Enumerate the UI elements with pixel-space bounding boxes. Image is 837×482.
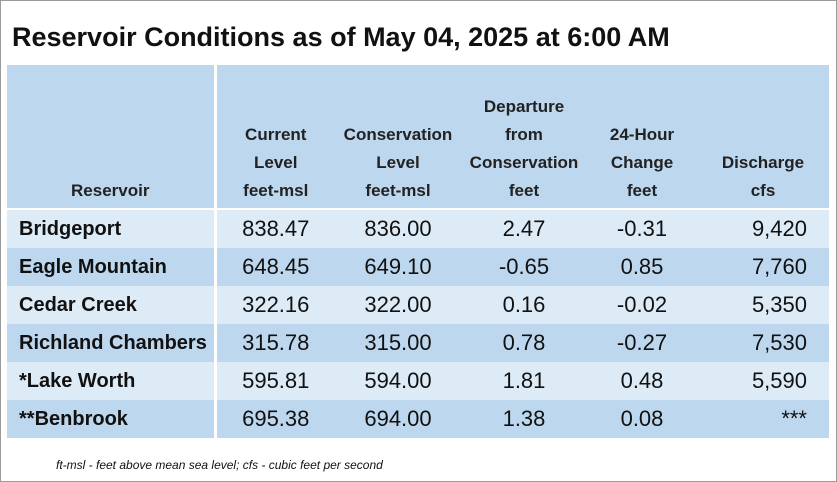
- header-reservoir: Reservoir: [7, 65, 217, 210]
- current-level: 838.47: [215, 209, 335, 248]
- table-row: Richland Chambers 315.78 315.00 0.78 -0.…: [7, 324, 829, 362]
- header-departure: Departure from Conservation feet: [461, 65, 587, 210]
- reservoir-name: Bridgeport: [7, 209, 217, 248]
- discharge: 5,350: [697, 286, 829, 324]
- reservoir-name: Cedar Creek: [7, 286, 217, 324]
- 24-hour-change: 0.85: [587, 248, 697, 286]
- 24-hour-change: 0.48: [587, 362, 697, 400]
- current-level: 595.81: [215, 362, 335, 400]
- discharge: 7,530: [697, 324, 829, 362]
- table-row: Eagle Mountain 648.45 649.10 -0.65 0.85 …: [7, 248, 829, 286]
- departure: 0.78: [461, 324, 587, 362]
- table-row: Cedar Creek 322.16 322.00 0.16 -0.02 5,3…: [7, 286, 829, 324]
- departure: 0.16: [461, 286, 587, 324]
- 24-hour-change: -0.31: [587, 209, 697, 248]
- reservoir-name: Eagle Mountain: [7, 248, 217, 286]
- table-row: **Benbrook 695.38 694.00 1.38 0.08 ***: [7, 400, 829, 438]
- conservation-level: 836.00: [335, 209, 461, 248]
- conservation-level: 594.00: [335, 362, 461, 400]
- discharge: 9,420: [697, 209, 829, 248]
- 24-hour-change: 0.08: [587, 400, 697, 438]
- discharge: 7,760: [697, 248, 829, 286]
- footnote: ft-msl - feet above mean sea level; cfs …: [56, 458, 383, 472]
- conservation-level: 694.00: [335, 400, 461, 438]
- header-conservation-level: Conservation Level feet-msl: [335, 65, 461, 210]
- header-24-hour-change: 24-Hour Change feet: [587, 65, 697, 210]
- header-current-level: Current Level feet-msl: [215, 65, 335, 210]
- header-discharge: Discharge cfs: [697, 65, 829, 210]
- current-level: 315.78: [215, 324, 335, 362]
- conservation-level: 315.00: [335, 324, 461, 362]
- discharge: 5,590: [697, 362, 829, 400]
- departure: -0.65: [461, 248, 587, 286]
- conservation-level: 649.10: [335, 248, 461, 286]
- departure: 2.47: [461, 209, 587, 248]
- departure: 1.38: [461, 400, 587, 438]
- current-level: 695.38: [215, 400, 335, 438]
- reservoir-name: *Lake Worth: [7, 362, 217, 400]
- discharge: ***: [697, 400, 829, 438]
- 24-hour-change: -0.27: [587, 324, 697, 362]
- table-row: Bridgeport 838.47 836.00 2.47 -0.31 9,42…: [7, 209, 829, 248]
- page-title: Reservoir Conditions as of May 04, 2025 …: [12, 22, 670, 52]
- reservoir-table: Reservoir Current Level feet-msl Conserv…: [7, 65, 829, 438]
- current-level: 322.16: [215, 286, 335, 324]
- conservation-level: 322.00: [335, 286, 461, 324]
- 24-hour-change: -0.02: [587, 286, 697, 324]
- reservoir-name: **Benbrook: [7, 400, 217, 438]
- table-row: *Lake Worth 595.81 594.00 1.81 0.48 5,59…: [7, 362, 829, 400]
- header-row: Reservoir Current Level feet-msl Conserv…: [7, 65, 829, 210]
- departure: 1.81: [461, 362, 587, 400]
- reservoir-name: Richland Chambers: [7, 324, 217, 362]
- current-level: 648.45: [215, 248, 335, 286]
